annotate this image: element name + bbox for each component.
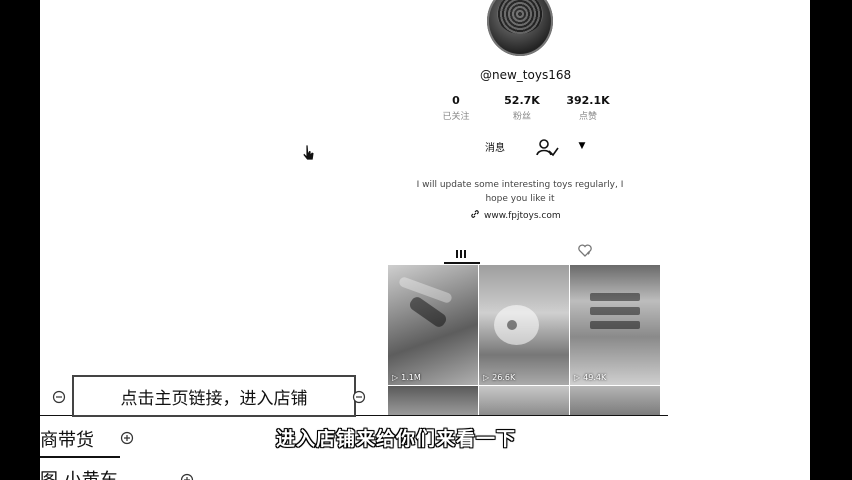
tab-liked[interactable] [574,243,596,261]
callout-box: 点击主页链接，进入店铺 [72,375,356,417]
expand-icon[interactable] [180,472,194,480]
video-tile[interactable]: ▷ 1.1M [388,265,478,385]
stat-following[interactable]: 0 已关注 [426,94,486,122]
play-icon: ▷ [483,373,490,382]
mindmap-node-underline [40,456,120,458]
profile-link[interactable]: www.fpjtoys.com [470,209,570,222]
profile-handle: @new_toys168 [480,68,572,82]
stat-following-label: 已关注 [442,112,470,122]
video-tile[interactable] [570,386,660,416]
video-tile[interactable] [479,386,569,416]
cursor-icon [302,144,316,162]
right-letterbox [810,0,852,480]
video-plays-count: 26.6K [492,373,516,382]
video-thumbnail-shape [507,320,517,330]
video-grid: ▷ 1.1M ▷ 26.6K ▷ 49.4K [388,265,660,416]
video-tile[interactable] [388,386,478,416]
video-thumbnail-shape [590,321,640,329]
expand-icon[interactable] [120,430,134,445]
video-thumbnail-shape [590,293,640,301]
video-thumbnail-shape [590,307,640,315]
video-plays-count: 1.1M [401,373,421,382]
video-subtitle: 进入店铺来给你们来看一下 [275,427,517,451]
video-thumbnail-shape [397,275,454,305]
liked-icon [577,243,593,262]
bio-line-1: I will update some interesting toys regu… [416,180,624,190]
play-icon: ▷ [574,373,581,382]
mindmap-node-text: 图 小黄车 [40,466,118,480]
stat-followers-label: 粉丝 [512,112,531,122]
grid-icon [455,244,467,263]
video-plays: ▷ 49.4K [574,373,606,382]
follow-user-icon[interactable] [534,137,560,159]
video-plays: ▷ 1.1M [392,373,421,382]
video-tile[interactable]: ▷ 26.6K [479,265,569,385]
profile-avatar[interactable] [487,0,553,56]
active-tab-indicator [444,262,480,264]
profile-link-text: www.fpjtoys.com [484,210,561,221]
collapse-icon[interactable] [352,389,366,404]
play-icon: ▷ [392,373,399,382]
screen-canvas: @new_toys168 0 已关注 52.7K 粉丝 392.1K 点赞 消息… [40,0,810,480]
stat-followers-count: 52.7K [504,94,540,107]
link-icon [470,209,480,222]
dropdown-arrow-icon[interactable]: ▼ [578,141,586,151]
video-plays-count: 49.4K [583,373,607,382]
stat-likes-count: 392.1K [566,94,610,107]
stat-followers[interactable]: 52.7K 粉丝 [492,94,552,122]
video-thumbnail-shape [494,305,539,345]
stat-likes[interactable]: 392.1K 点赞 [558,94,618,122]
profile-bio: I will update some interesting toys regu… [410,178,630,206]
video-plays: ▷ 26.6K [483,373,515,382]
collapse-icon[interactable] [52,389,66,404]
stat-likes-label: 点赞 [578,112,597,122]
message-button[interactable]: 消息 [485,143,505,154]
stat-following-count: 0 [452,94,460,107]
mindmap-node-text: 商带货 [40,430,94,451]
video-tile[interactable]: ▷ 49.4K [570,265,660,385]
tab-videos[interactable] [448,243,474,263]
left-letterbox [0,0,40,480]
bio-line-2: hope you like it [485,194,555,204]
